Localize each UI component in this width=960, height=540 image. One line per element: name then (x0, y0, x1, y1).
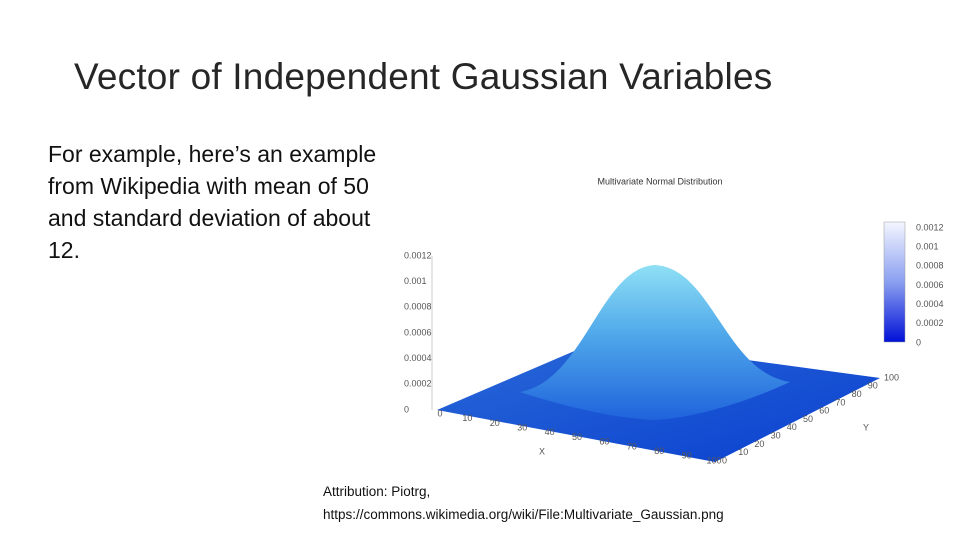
z-tick-label: 0.001 (404, 276, 427, 286)
colorbar-tick-label: 0.0008 (916, 261, 944, 271)
z-tick-label: 0.0004 (404, 353, 432, 363)
y-tick-label: 60 (819, 406, 829, 416)
y-axis-label: Y (863, 422, 869, 432)
x-tick-label: 50 (572, 432, 582, 442)
z-tick-label: 0.0002 (404, 379, 432, 389)
x-tick-label: 30 (517, 422, 527, 432)
z-tick-label: 0.0006 (404, 327, 432, 337)
x-tick-label: 40 (545, 427, 555, 437)
attribution-line: https://commons.wikimedia.org/wiki/File:… (323, 507, 724, 522)
x-tick-label: 80 (654, 446, 664, 456)
colorbar-tick-label: 0 (916, 337, 921, 347)
x-tick-label: 100 (706, 455, 721, 465)
x-tick-label: 60 (599, 437, 609, 447)
y-tick-label: 20 (754, 439, 764, 449)
x-tick-label: 70 (627, 441, 637, 451)
attribution-line: Attribution: Piotrg, (323, 484, 431, 499)
y-tick-label: 90 (868, 381, 878, 391)
x-tick-label: 90 (682, 451, 692, 461)
colorbar-tick-label: 0.0006 (916, 280, 944, 290)
body-text: For example, here’s an example from Wiki… (48, 141, 377, 263)
x-tick-label: 0 (437, 408, 442, 418)
y-tick-label: 70 (835, 397, 845, 407)
slide-title: Vector of Independent Gaussian Variables (74, 56, 773, 97)
y-tick-label: 40 (787, 422, 797, 432)
attribution: Attribution: Piotrg, https://commons.wik… (323, 480, 724, 526)
y-tick-label: 0 (722, 455, 727, 465)
surface-peak (520, 265, 790, 420)
y-tick-label: 50 (803, 414, 813, 424)
colorbar-tick-label: 0.0012 (916, 222, 944, 232)
z-tick-label: 0.0008 (404, 302, 432, 312)
z-tick-label: 0.0012 (404, 250, 432, 260)
colorbar-tick-label: 0.0004 (916, 299, 944, 309)
figure-title: Multivariate Normal Distribution (597, 176, 722, 186)
colorbar-tick-label: 0.0002 (916, 318, 944, 328)
y-tick-label: 10 (738, 447, 748, 457)
y-tick-label: 80 (852, 389, 862, 399)
x-axis-label: X (539, 446, 545, 456)
x-tick-label: 20 (490, 418, 500, 428)
colorbar (883, 221, 906, 343)
y-tick-label: 100 (884, 372, 899, 382)
colorbar-tick-label: 0.001 (916, 242, 939, 252)
x-tick-label: 10 (462, 413, 472, 423)
y-tick-label: 30 (771, 430, 781, 440)
z-tick-label: 0 (404, 404, 409, 414)
